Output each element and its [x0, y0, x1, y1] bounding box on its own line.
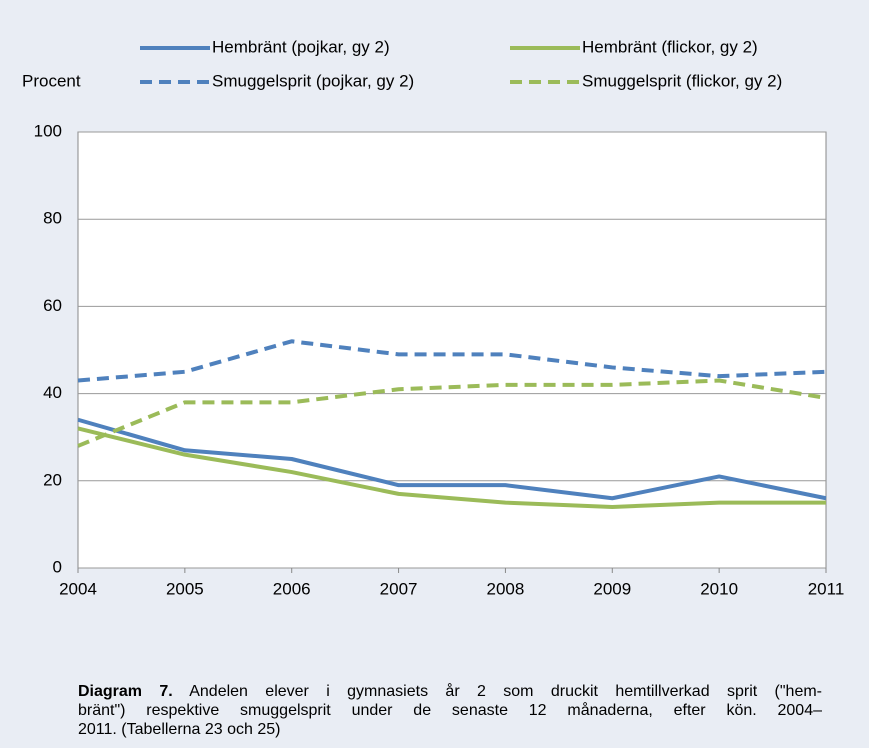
x-tick-label: 2009 [593, 579, 631, 598]
caption-line: bränt") respektive smuggelsprit under de… [78, 702, 822, 719]
x-tick-label: 2004 [59, 579, 97, 598]
series-line [77, 417, 827, 501]
x-tick-label: 2010 [700, 579, 738, 598]
y-tick-label: 60 [43, 296, 62, 315]
caption-line: Andelen elever i gymnasiets år 2 som dru… [189, 683, 823, 700]
caption-label: Diagram 7. [78, 683, 173, 700]
chart: Procent 0 20 40 60 80 100 2004 2005 2006 2007 2008… [22, 37, 845, 598]
y-tick-label: 20 [43, 470, 62, 489]
x-tick-label: 2006 [273, 579, 311, 598]
caption: Diagram 7. Andelen elever i gymnasiets å… [78, 682, 822, 739]
x-tick-label: 2007 [380, 579, 418, 598]
legend-label: Smuggelsprit (flickor, gy 2) [582, 71, 782, 90]
plot-area [77, 131, 827, 569]
y-tick-label: 100 [34, 121, 62, 140]
y-tick-label: 40 [43, 383, 62, 402]
series-line [77, 378, 827, 448]
y-tick-label: 80 [43, 209, 62, 228]
y-axis-label: Procent [22, 71, 81, 90]
legend-label: Hembränt (pojkar, gy 2) [212, 37, 390, 56]
x-tick-label: 2011 [808, 579, 845, 598]
legend-label: Smuggelsprit (pojkar, gy 2) [212, 71, 414, 90]
y-tick-label: 0 [53, 557, 62, 576]
legend-label: Hembränt (flickor, gy 2) [582, 37, 758, 56]
caption-line: 2011. (Tabellerna 23 och 25) [78, 721, 281, 738]
series-line [77, 426, 826, 509]
x-tick-label: 2008 [487, 579, 525, 598]
series-line [77, 339, 827, 383]
x-tick-label: 2005 [166, 579, 204, 598]
